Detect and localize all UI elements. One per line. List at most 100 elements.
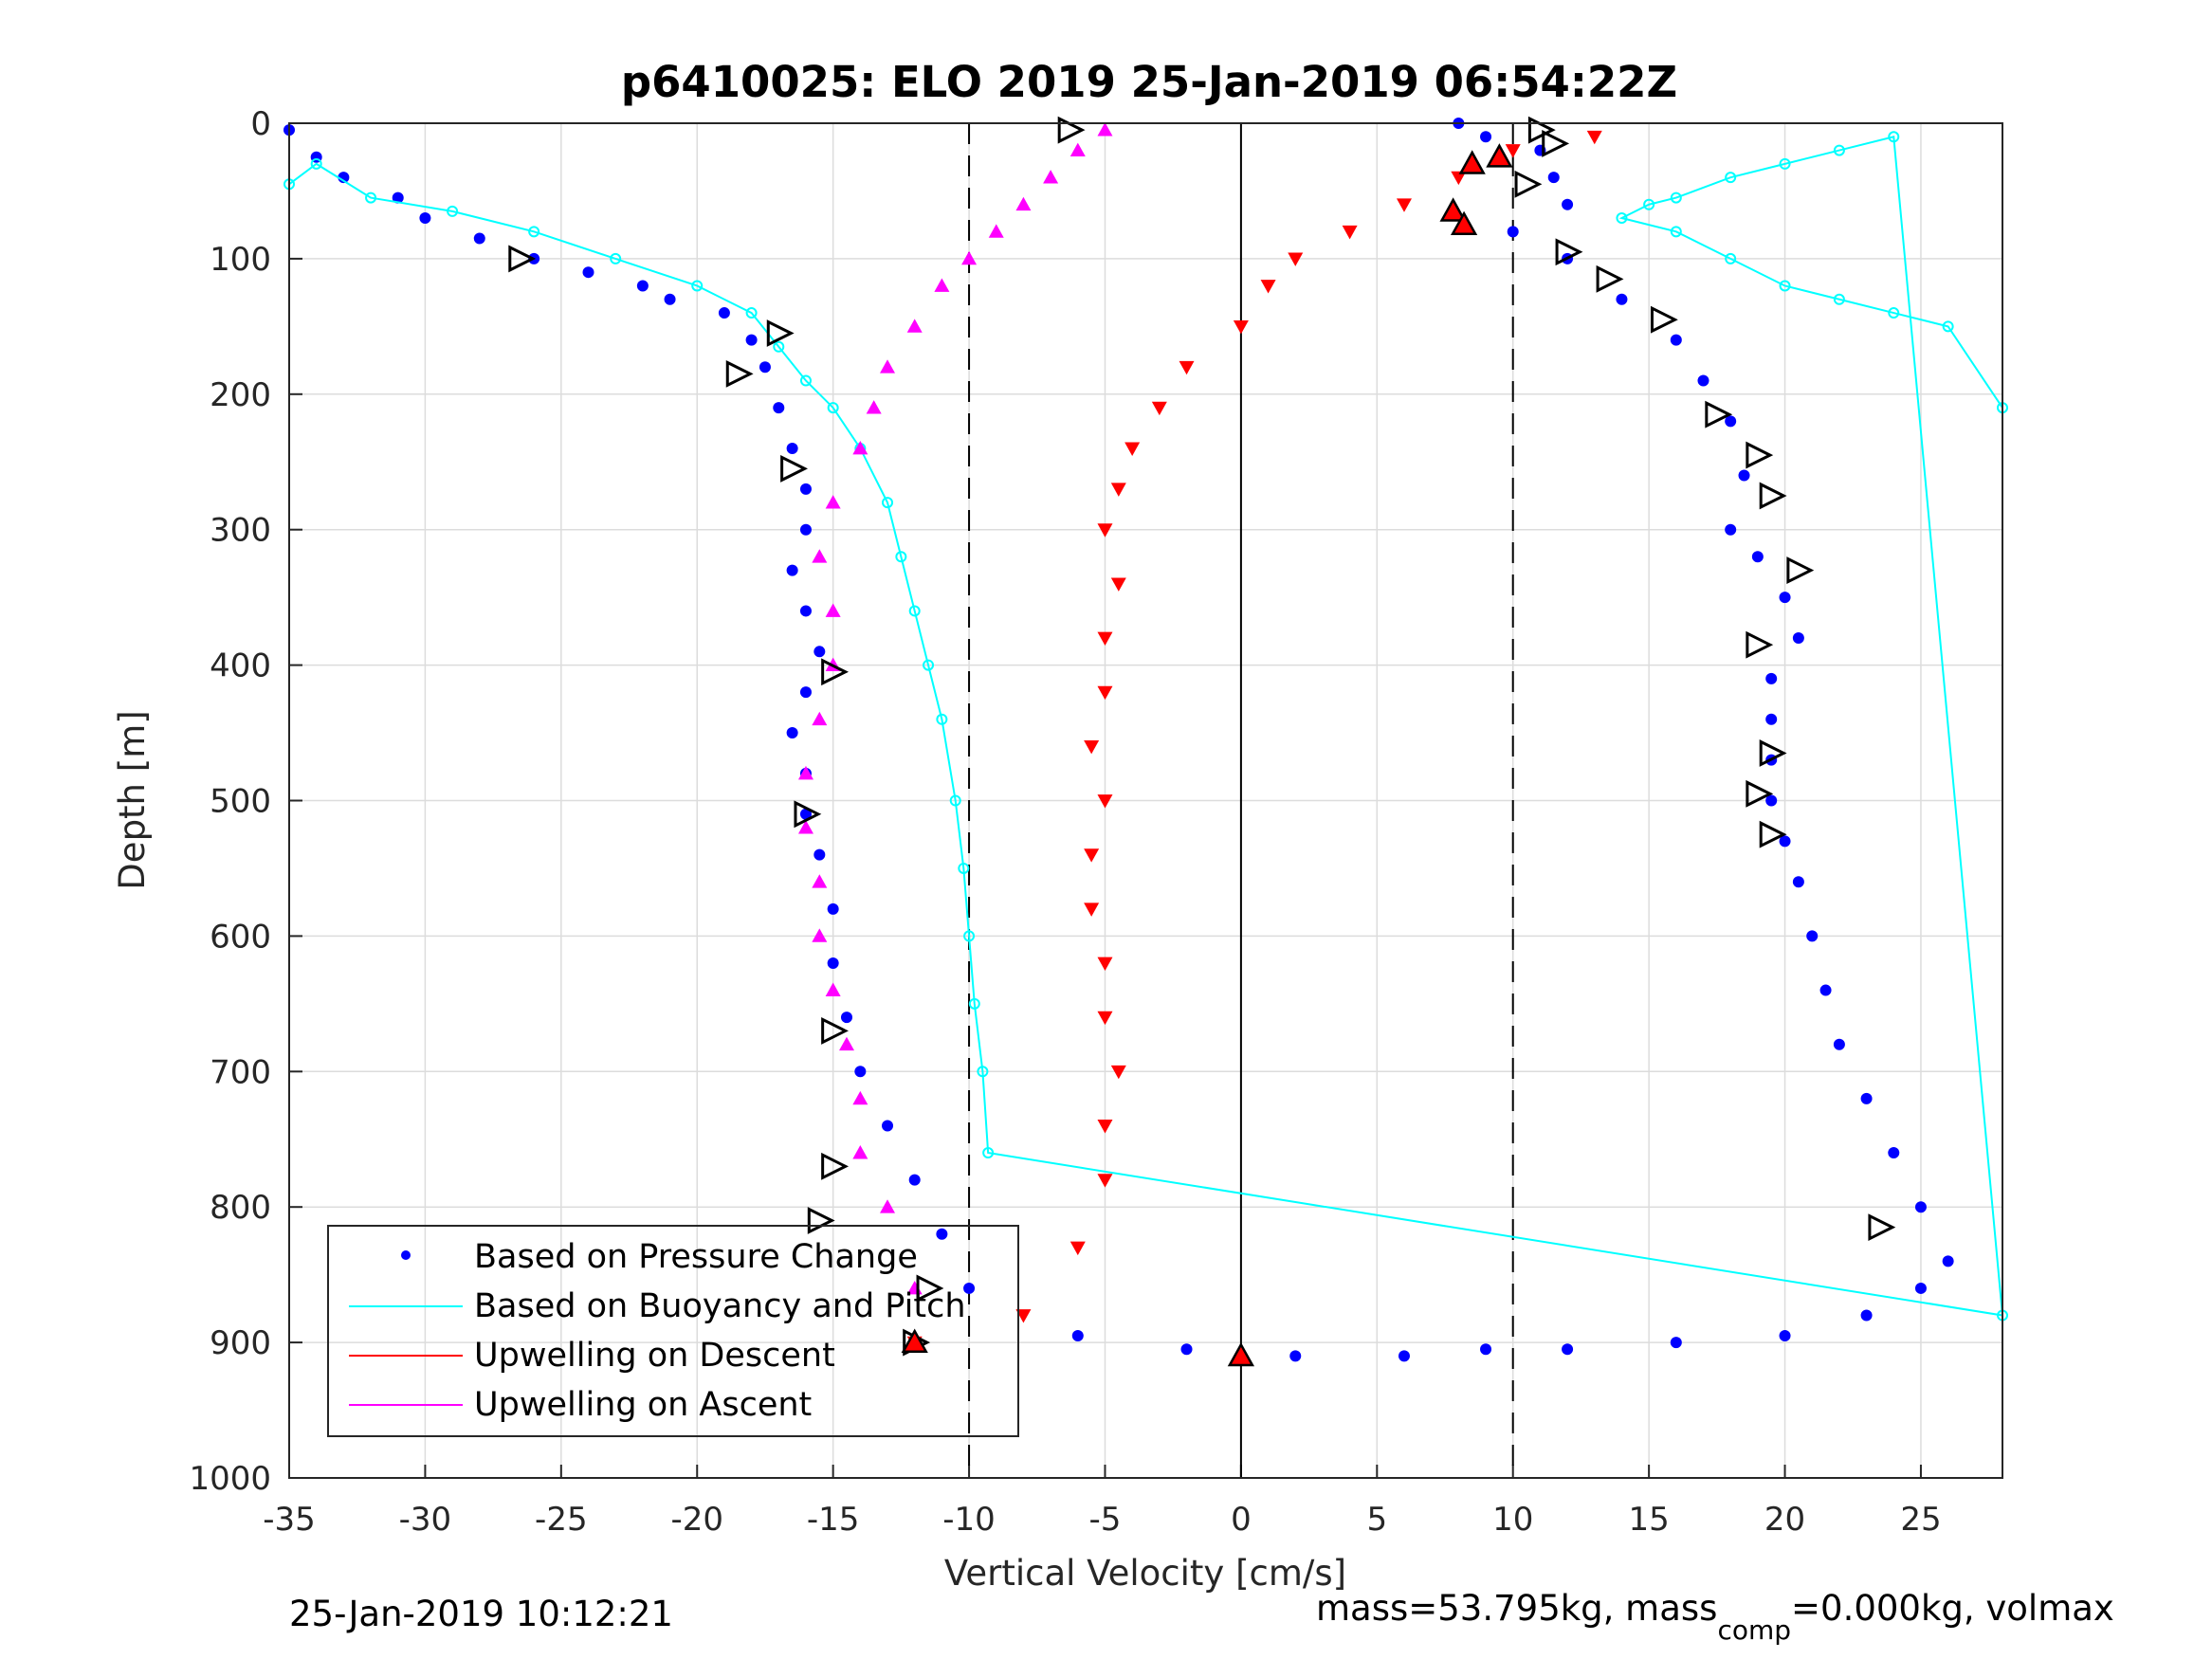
data-point — [1097, 1174, 1113, 1188]
data-point — [786, 727, 798, 739]
data-point — [1124, 442, 1141, 456]
data-point — [1260, 280, 1276, 294]
data-point — [1180, 1343, 1193, 1356]
mass-subscript: comp — [1717, 1614, 1791, 1646]
hollow-triangle-marker — [1746, 630, 1774, 659]
data-point — [1670, 1337, 1682, 1349]
data-point — [1860, 1309, 1873, 1322]
data-point — [814, 848, 826, 861]
x-tick-label: -5 — [1089, 1501, 1122, 1539]
data-point — [882, 497, 894, 509]
x-tick-labels: -35 -30 -25 -20 -15 -10 -5 0 5 10 15 20 25 — [263, 1501, 1941, 1539]
data-point — [827, 402, 839, 414]
data-point — [1697, 374, 1709, 387]
data-point — [825, 495, 841, 509]
series-layer — [283, 118, 2008, 1362]
y-tick-label: 700 — [210, 1053, 271, 1091]
chart-title: p6410025: ELO 2019 25-Jan-2019 06:54:22Z — [621, 57, 1677, 107]
series-1 — [283, 131, 2008, 1322]
data-point — [797, 765, 814, 780]
legend-label-buoyancy: Based on Buoyancy and Pitch — [474, 1287, 966, 1325]
data-point — [1670, 334, 1682, 346]
data-point — [880, 1199, 896, 1213]
data-point — [934, 278, 950, 292]
data-point — [1015, 1309, 1032, 1323]
data-point — [827, 902, 839, 915]
data-point — [1792, 876, 1804, 888]
data-point — [1097, 523, 1113, 538]
mass-rest: =0.000kg, volmax — [1791, 1588, 2114, 1629]
data-point — [1562, 198, 1574, 210]
data-point — [908, 605, 921, 617]
data-point — [1288, 252, 1304, 266]
data-point — [1097, 122, 1113, 137]
y-tick-label: 0 — [250, 105, 271, 143]
data-point — [1914, 1201, 1927, 1213]
data-point — [827, 957, 839, 969]
data-point — [1888, 1147, 1900, 1159]
hollow-triangle-marker — [821, 658, 850, 686]
data-point — [419, 212, 431, 225]
data-point — [1779, 157, 1791, 170]
hollow-triangle-marker — [1868, 1213, 1896, 1242]
markers-layer — [508, 116, 1896, 1367]
data-point — [1289, 1350, 1302, 1362]
data-point — [838, 1036, 854, 1051]
data-point — [392, 191, 404, 204]
data-point — [1179, 360, 1195, 375]
x-tick-label: 10 — [1492, 1501, 1533, 1539]
data-point — [1097, 1011, 1113, 1026]
data-point — [1097, 957, 1113, 971]
x-tick-label: 5 — [1366, 1501, 1387, 1539]
data-point — [1507, 226, 1519, 238]
data-point — [1562, 1343, 1574, 1356]
axes-box — [288, 122, 2003, 1479]
data-point — [1451, 171, 1467, 186]
data-point — [1751, 551, 1764, 563]
data-point — [664, 293, 676, 305]
data-point — [1233, 319, 1249, 335]
data-point — [1398, 1350, 1410, 1362]
hollow-triangle-marker — [821, 1152, 850, 1180]
x-tick-label: -20 — [670, 1501, 723, 1539]
data-point — [1725, 172, 1737, 184]
data-point — [1725, 523, 1737, 536]
hollow-triangle-marker — [1746, 779, 1774, 808]
data-point — [1110, 577, 1126, 592]
hollow-triangle-marker — [1542, 130, 1570, 157]
footer-timestamp: 25-Jan-2019 10:12:21 — [289, 1594, 673, 1634]
data-point — [582, 266, 594, 279]
data-point — [799, 523, 812, 536]
data-point — [1616, 293, 1628, 305]
data-point — [718, 307, 730, 319]
hollow-triangle-marker — [1759, 820, 1787, 848]
data-point — [786, 442, 798, 454]
hollow-triangle-marker — [508, 245, 537, 273]
y-tick-label: 100 — [210, 241, 271, 279]
x-tick-label: -25 — [535, 1501, 588, 1539]
hollow-triangle-marker — [794, 800, 822, 829]
data-point — [773, 402, 785, 414]
legend-symbol-pressure — [401, 1250, 411, 1260]
data-point — [799, 605, 812, 617]
data-point — [1833, 1038, 1845, 1050]
hollow-triangle-marker — [1759, 482, 1787, 510]
data-point — [812, 874, 828, 888]
data-point — [1084, 739, 1100, 755]
data-point — [854, 1066, 867, 1078]
data-point — [1480, 131, 1492, 143]
legend-label-descent: Upwelling on Descent — [474, 1337, 835, 1375]
series-line — [288, 136, 2004, 1317]
data-point — [1765, 713, 1778, 725]
hollow-triangle-marker — [1786, 556, 1815, 584]
data-point — [1097, 1120, 1113, 1134]
data-point — [1505, 144, 1521, 158]
data-point — [1765, 672, 1778, 684]
data-point — [1480, 1343, 1492, 1356]
hollow-triangle-marker — [821, 1017, 850, 1045]
data-point — [1616, 212, 1628, 225]
data-point — [840, 1012, 852, 1024]
data-point — [812, 711, 828, 726]
data-point — [1097, 631, 1113, 647]
